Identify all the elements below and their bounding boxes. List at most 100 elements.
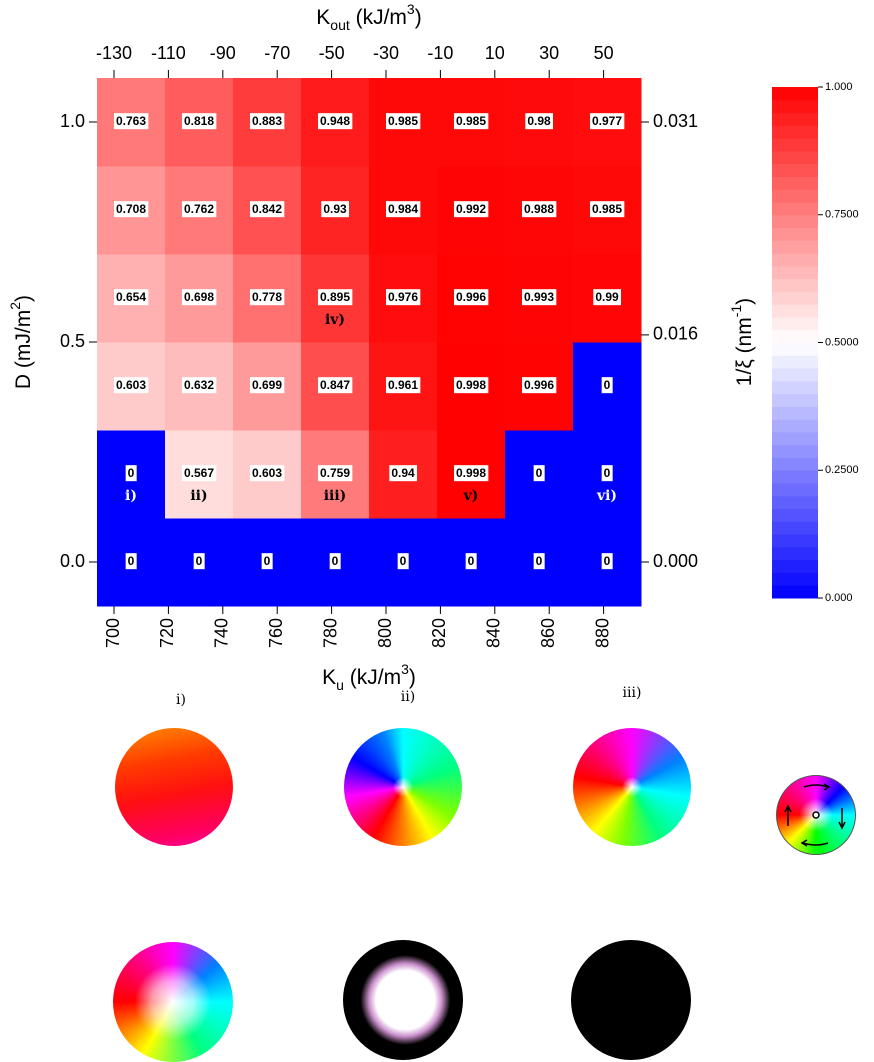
axis-title-part: (kJ/m (350, 6, 407, 29)
cell-label-bg (453, 377, 489, 394)
x2-tick-label: -130 (96, 43, 132, 63)
cell-label-bg (181, 465, 217, 482)
colorbar-step (772, 201, 818, 216)
cell-value-label: 0.984 (388, 202, 418, 216)
cell-value-label: 0.847 (320, 378, 350, 392)
annotation: iv) (325, 312, 345, 328)
x2-tick-label: -90 (210, 43, 236, 63)
colorbar-step (772, 176, 818, 190)
x2-tick-label: -50 (319, 43, 345, 63)
axis-title-part: 2 (7, 302, 23, 310)
cell-value-label: 0.996 (524, 378, 554, 392)
cell-value-label: 0.883 (252, 114, 282, 128)
colorbar-tick-label: 0.000 (825, 592, 853, 604)
x2-tick-label: 50 (594, 43, 614, 63)
cell-label-bg (453, 465, 489, 482)
colorbar-step (772, 227, 818, 241)
colorbar-tick-label: 0.5000 (825, 336, 859, 348)
cell-value-label: 0 (128, 554, 135, 568)
cell-value-label: 0.762 (184, 202, 214, 216)
cell-value-label: 0 (196, 554, 203, 568)
cell-value-label: 0.992 (456, 202, 486, 216)
spin-texture-iv (113, 942, 233, 1062)
y-tick-label: 0.5 (60, 331, 85, 351)
cell-value-label: 0.698 (184, 290, 214, 304)
colorbar-step (772, 495, 818, 510)
colorbar-step (772, 240, 818, 254)
x-tick-label: 720 (157, 618, 177, 648)
axis-title-part: 1/ξ (nm (733, 317, 756, 386)
spin-texture-vi (571, 940, 691, 1060)
cell-value-label: 0.976 (388, 290, 418, 304)
cell-label-bg (181, 113, 217, 130)
cell-label-bg (181, 289, 217, 306)
cell-label-bg (113, 201, 149, 218)
cell-label-bg (181, 377, 217, 394)
cell-label-bg (521, 201, 557, 218)
cell-value-label: 0 (604, 466, 611, 480)
cell-label-bg (329, 553, 341, 570)
axis-title-part: K (322, 666, 336, 689)
spin-texture-iii (573, 728, 691, 846)
cell-value-label: 0.977 (592, 114, 622, 128)
cell-label-bg (385, 113, 421, 130)
x-tick-label: 740 (212, 618, 232, 648)
cell-value-label: 0.699 (252, 378, 282, 392)
colorbar-tick-label: 1.000 (825, 81, 853, 93)
x-tick-label: 840 (484, 618, 504, 648)
axis-title-part: K (316, 6, 330, 29)
colorbar-step (772, 444, 818, 458)
cell-value-label: 0.998 (456, 466, 486, 480)
cell-label-bg (453, 113, 489, 130)
cell-value-label: 0 (604, 554, 611, 568)
cell-label-bg (249, 289, 285, 306)
colorbar-step (772, 87, 818, 101)
cell-value-label: 0.603 (116, 378, 146, 392)
colorbar-step (772, 278, 818, 292)
annotation: iii) (324, 488, 347, 504)
cell-label-bg (249, 465, 285, 482)
cell-value-label: 0.996 (456, 290, 486, 304)
cell-value-label: 0.988 (524, 202, 554, 216)
y-label: D (mJ/m2) (7, 295, 35, 389)
cell-label-bg (317, 377, 353, 394)
spin-texture-v (343, 940, 463, 1060)
colorbar-step (772, 431, 818, 446)
cell-label-bg (317, 113, 353, 130)
axis-title-part: ) (733, 298, 756, 305)
colorbar-step (772, 265, 818, 280)
cell-value-label: 0.654 (116, 290, 146, 304)
cell-label-bg (601, 553, 613, 570)
cell-label-bg (113, 289, 149, 306)
y-tick-label: 0.0 (60, 551, 85, 571)
cell-value-label: 0.708 (116, 202, 146, 216)
colorbar-step (772, 112, 818, 126)
cell-label-bg (453, 289, 489, 306)
cell-value-label: 0 (264, 554, 271, 568)
cell-value-label: 0 (400, 554, 407, 568)
y-tick-label: 1.0 (60, 111, 85, 131)
axis-title-part: out (330, 17, 350, 33)
colorbar-step (772, 483, 818, 497)
colorbar-step (772, 291, 818, 305)
cell-label-bg (249, 201, 285, 218)
cell-label-bg (321, 201, 350, 218)
y2-tick-label: 0.000 (653, 551, 698, 571)
cell-label-bg (249, 377, 285, 394)
cell-label-bg (389, 465, 418, 482)
cell-value-label: 0.895 (320, 290, 350, 304)
colorbar-tick-label: 0.2500 (825, 464, 859, 476)
cell-label-bg (249, 113, 285, 130)
x-tick-label: 820 (429, 618, 449, 648)
cell-value-label: 0.948 (320, 114, 350, 128)
cell-label-bg (113, 377, 149, 394)
colorbar-step (772, 534, 818, 548)
colorbar-step (772, 163, 818, 177)
cell-value-label: 0.842 (252, 202, 282, 216)
cell-label-bg (589, 113, 625, 130)
x-tick-label: 780 (320, 618, 340, 648)
axis-title-part: D (mJ/m (12, 310, 35, 389)
x-tick-label: 700 (103, 618, 123, 648)
cell-value-label: 0.993 (524, 290, 554, 304)
